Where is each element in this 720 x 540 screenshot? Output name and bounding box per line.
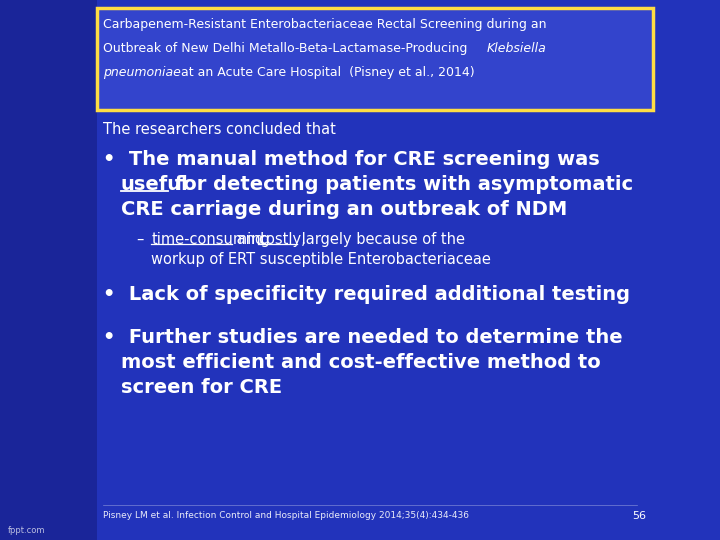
Text: Outbreak of New Delhi Metallo-Beta-Lactamase-Producing: Outbreak of New Delhi Metallo-Beta-Lacta… bbox=[104, 42, 472, 55]
Text: costly,: costly, bbox=[258, 232, 306, 247]
Text: Pisney LM et al. Infection Control and Hospital Epidemiology 2014;35(4):434-436: Pisney LM et al. Infection Control and H… bbox=[104, 511, 469, 520]
Text: most efficient and cost-effective method to: most efficient and cost-effective method… bbox=[121, 353, 600, 372]
Text: –: – bbox=[137, 232, 148, 247]
Text: largely because of the: largely because of the bbox=[297, 232, 465, 247]
Text: at an Acute Care Hospital  (Pisney et al., 2014): at an Acute Care Hospital (Pisney et al.… bbox=[177, 66, 474, 79]
Text: time-consuming: time-consuming bbox=[151, 232, 270, 247]
FancyBboxPatch shape bbox=[0, 0, 97, 540]
Text: workup of ERT susceptible Enterobacteriaceae: workup of ERT susceptible Enterobacteria… bbox=[151, 252, 491, 267]
Text: •  Lack of specificity required additional testing: • Lack of specificity required additiona… bbox=[104, 285, 630, 304]
Text: screen for CRE: screen for CRE bbox=[121, 378, 282, 397]
Text: The researchers concluded that: The researchers concluded that bbox=[104, 122, 336, 137]
Text: fppt.com: fppt.com bbox=[7, 526, 45, 535]
Text: •  Further studies are needed to determine the: • Further studies are needed to determin… bbox=[104, 328, 623, 347]
Text: •  The manual method for CRE screening was: • The manual method for CRE screening wa… bbox=[104, 150, 600, 169]
Text: CRE carriage during an outbreak of NDM: CRE carriage during an outbreak of NDM bbox=[121, 200, 567, 219]
Text: for detecting patients with asymptomatic: for detecting patients with asymptomatic bbox=[168, 175, 633, 194]
Text: pneumoniae: pneumoniae bbox=[104, 66, 181, 79]
Text: Klebsiella: Klebsiella bbox=[486, 42, 546, 55]
Text: Carbapenem-Resistant Enterobacteriaceae Rectal Screening during an: Carbapenem-Resistant Enterobacteriaceae … bbox=[104, 18, 546, 31]
FancyBboxPatch shape bbox=[97, 8, 653, 110]
Text: and: and bbox=[233, 232, 269, 247]
Text: useful: useful bbox=[121, 175, 189, 194]
Text: 56: 56 bbox=[631, 511, 646, 521]
